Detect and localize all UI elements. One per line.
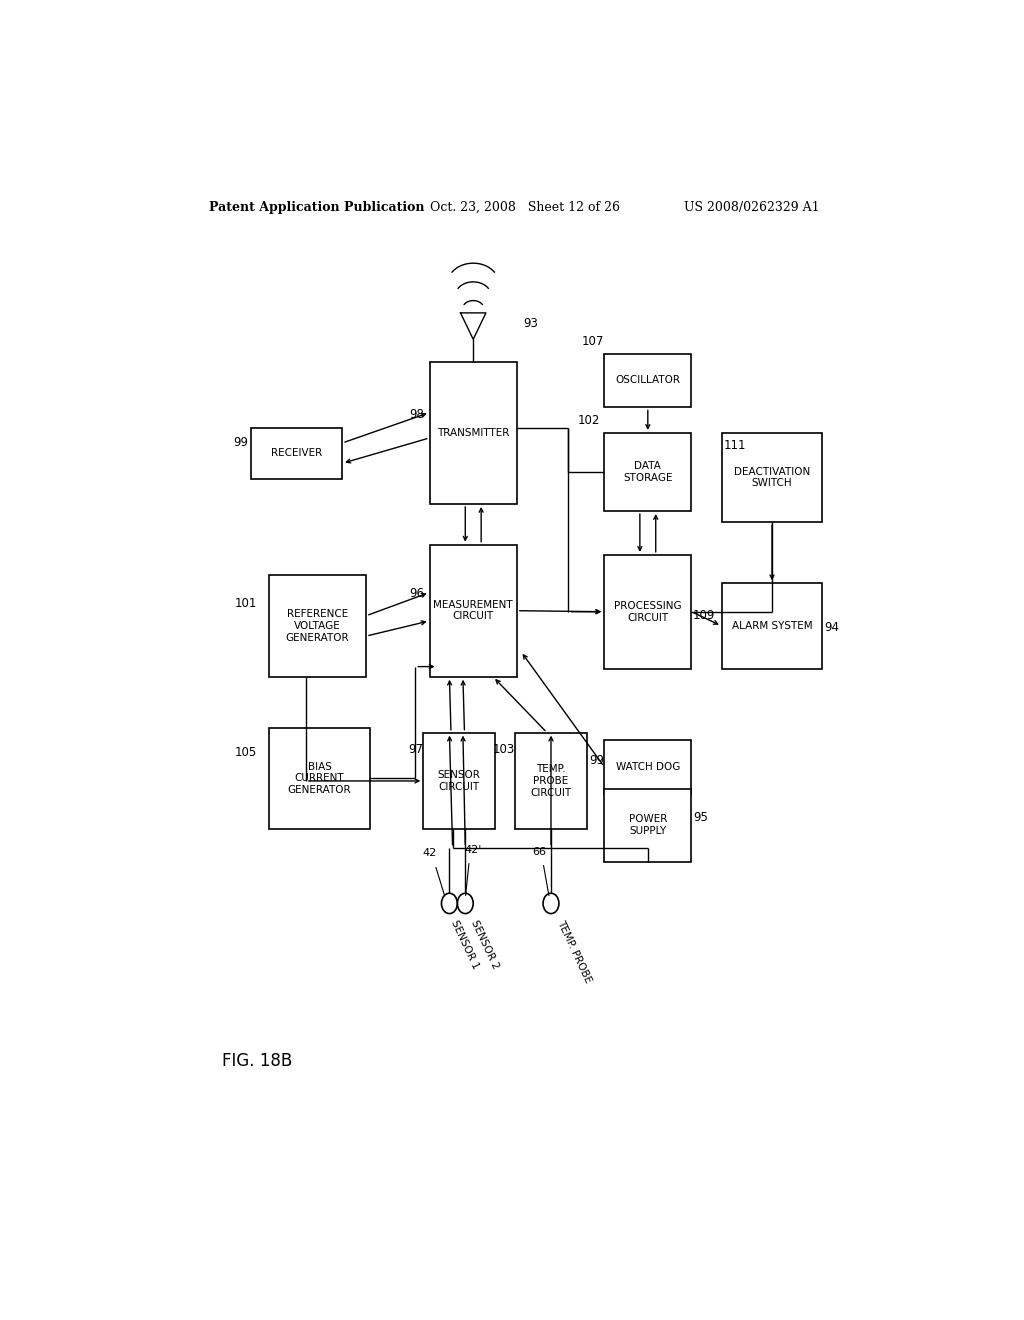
Bar bbox=[722, 433, 822, 523]
Text: DEACTIVATION
SWITCH: DEACTIVATION SWITCH bbox=[734, 467, 810, 488]
Bar bbox=[430, 545, 517, 677]
Text: BIAS
CURRENT
GENERATOR: BIAS CURRENT GENERATOR bbox=[288, 762, 351, 795]
Text: 66: 66 bbox=[532, 846, 546, 857]
Text: US 2008/0262329 A1: US 2008/0262329 A1 bbox=[684, 201, 819, 214]
Text: TEMP. PROBE: TEMP. PROBE bbox=[555, 919, 593, 985]
Text: 102: 102 bbox=[578, 414, 600, 428]
Bar bbox=[722, 583, 822, 669]
Bar bbox=[604, 554, 691, 669]
Text: 107: 107 bbox=[582, 335, 604, 348]
Text: 99: 99 bbox=[589, 754, 604, 767]
Text: 111: 111 bbox=[723, 438, 745, 451]
Text: TRANSMITTER: TRANSMITTER bbox=[437, 428, 509, 438]
Text: ALARM SYSTEM: ALARM SYSTEM bbox=[732, 620, 812, 631]
Bar bbox=[604, 788, 691, 862]
Text: WATCH DOG: WATCH DOG bbox=[615, 762, 680, 772]
Text: RECEIVER: RECEIVER bbox=[271, 449, 323, 458]
Text: OSCILLATOR: OSCILLATOR bbox=[615, 375, 680, 385]
Text: SENSOR 1: SENSOR 1 bbox=[450, 919, 480, 970]
Text: 96: 96 bbox=[409, 587, 424, 599]
Text: Oct. 23, 2008   Sheet 12 of 26: Oct. 23, 2008 Sheet 12 of 26 bbox=[430, 201, 620, 214]
Text: REFERENCE
VOLTAGE
GENERATOR: REFERENCE VOLTAGE GENERATOR bbox=[286, 610, 349, 643]
Text: MEASUREMENT
CIRCUIT: MEASUREMENT CIRCUIT bbox=[433, 599, 513, 622]
Bar bbox=[269, 727, 370, 829]
Text: 93: 93 bbox=[523, 317, 538, 330]
Text: FIG. 18B: FIG. 18B bbox=[221, 1052, 292, 1071]
Text: 98: 98 bbox=[410, 408, 424, 421]
Text: 42: 42 bbox=[423, 847, 436, 858]
Text: 95: 95 bbox=[693, 810, 708, 824]
Text: SENSOR 2: SENSOR 2 bbox=[469, 919, 501, 970]
Text: 94: 94 bbox=[824, 622, 839, 635]
Bar bbox=[604, 354, 691, 408]
Text: SENSOR
CIRCUIT: SENSOR CIRCUIT bbox=[437, 770, 480, 792]
Text: 97: 97 bbox=[409, 743, 423, 756]
Bar bbox=[269, 576, 367, 677]
Bar bbox=[604, 739, 691, 793]
Text: 42': 42' bbox=[465, 845, 482, 854]
Text: 103: 103 bbox=[493, 743, 515, 756]
Bar bbox=[430, 362, 517, 504]
Bar bbox=[423, 733, 495, 829]
Text: POWER
SUPPLY: POWER SUPPLY bbox=[629, 814, 667, 836]
Text: DATA
STORAGE: DATA STORAGE bbox=[623, 461, 673, 483]
Bar bbox=[604, 433, 691, 511]
Text: Patent Application Publication: Patent Application Publication bbox=[209, 201, 424, 214]
Text: 99: 99 bbox=[233, 437, 249, 450]
Text: 109: 109 bbox=[693, 610, 716, 622]
Bar bbox=[515, 733, 587, 829]
Text: 105: 105 bbox=[234, 747, 257, 759]
Text: 101: 101 bbox=[234, 597, 257, 610]
Bar bbox=[251, 428, 342, 479]
Text: TEMP.
PROBE
CIRCUIT: TEMP. PROBE CIRCUIT bbox=[530, 764, 571, 797]
Text: PROCESSING
CIRCUIT: PROCESSING CIRCUIT bbox=[614, 601, 682, 623]
